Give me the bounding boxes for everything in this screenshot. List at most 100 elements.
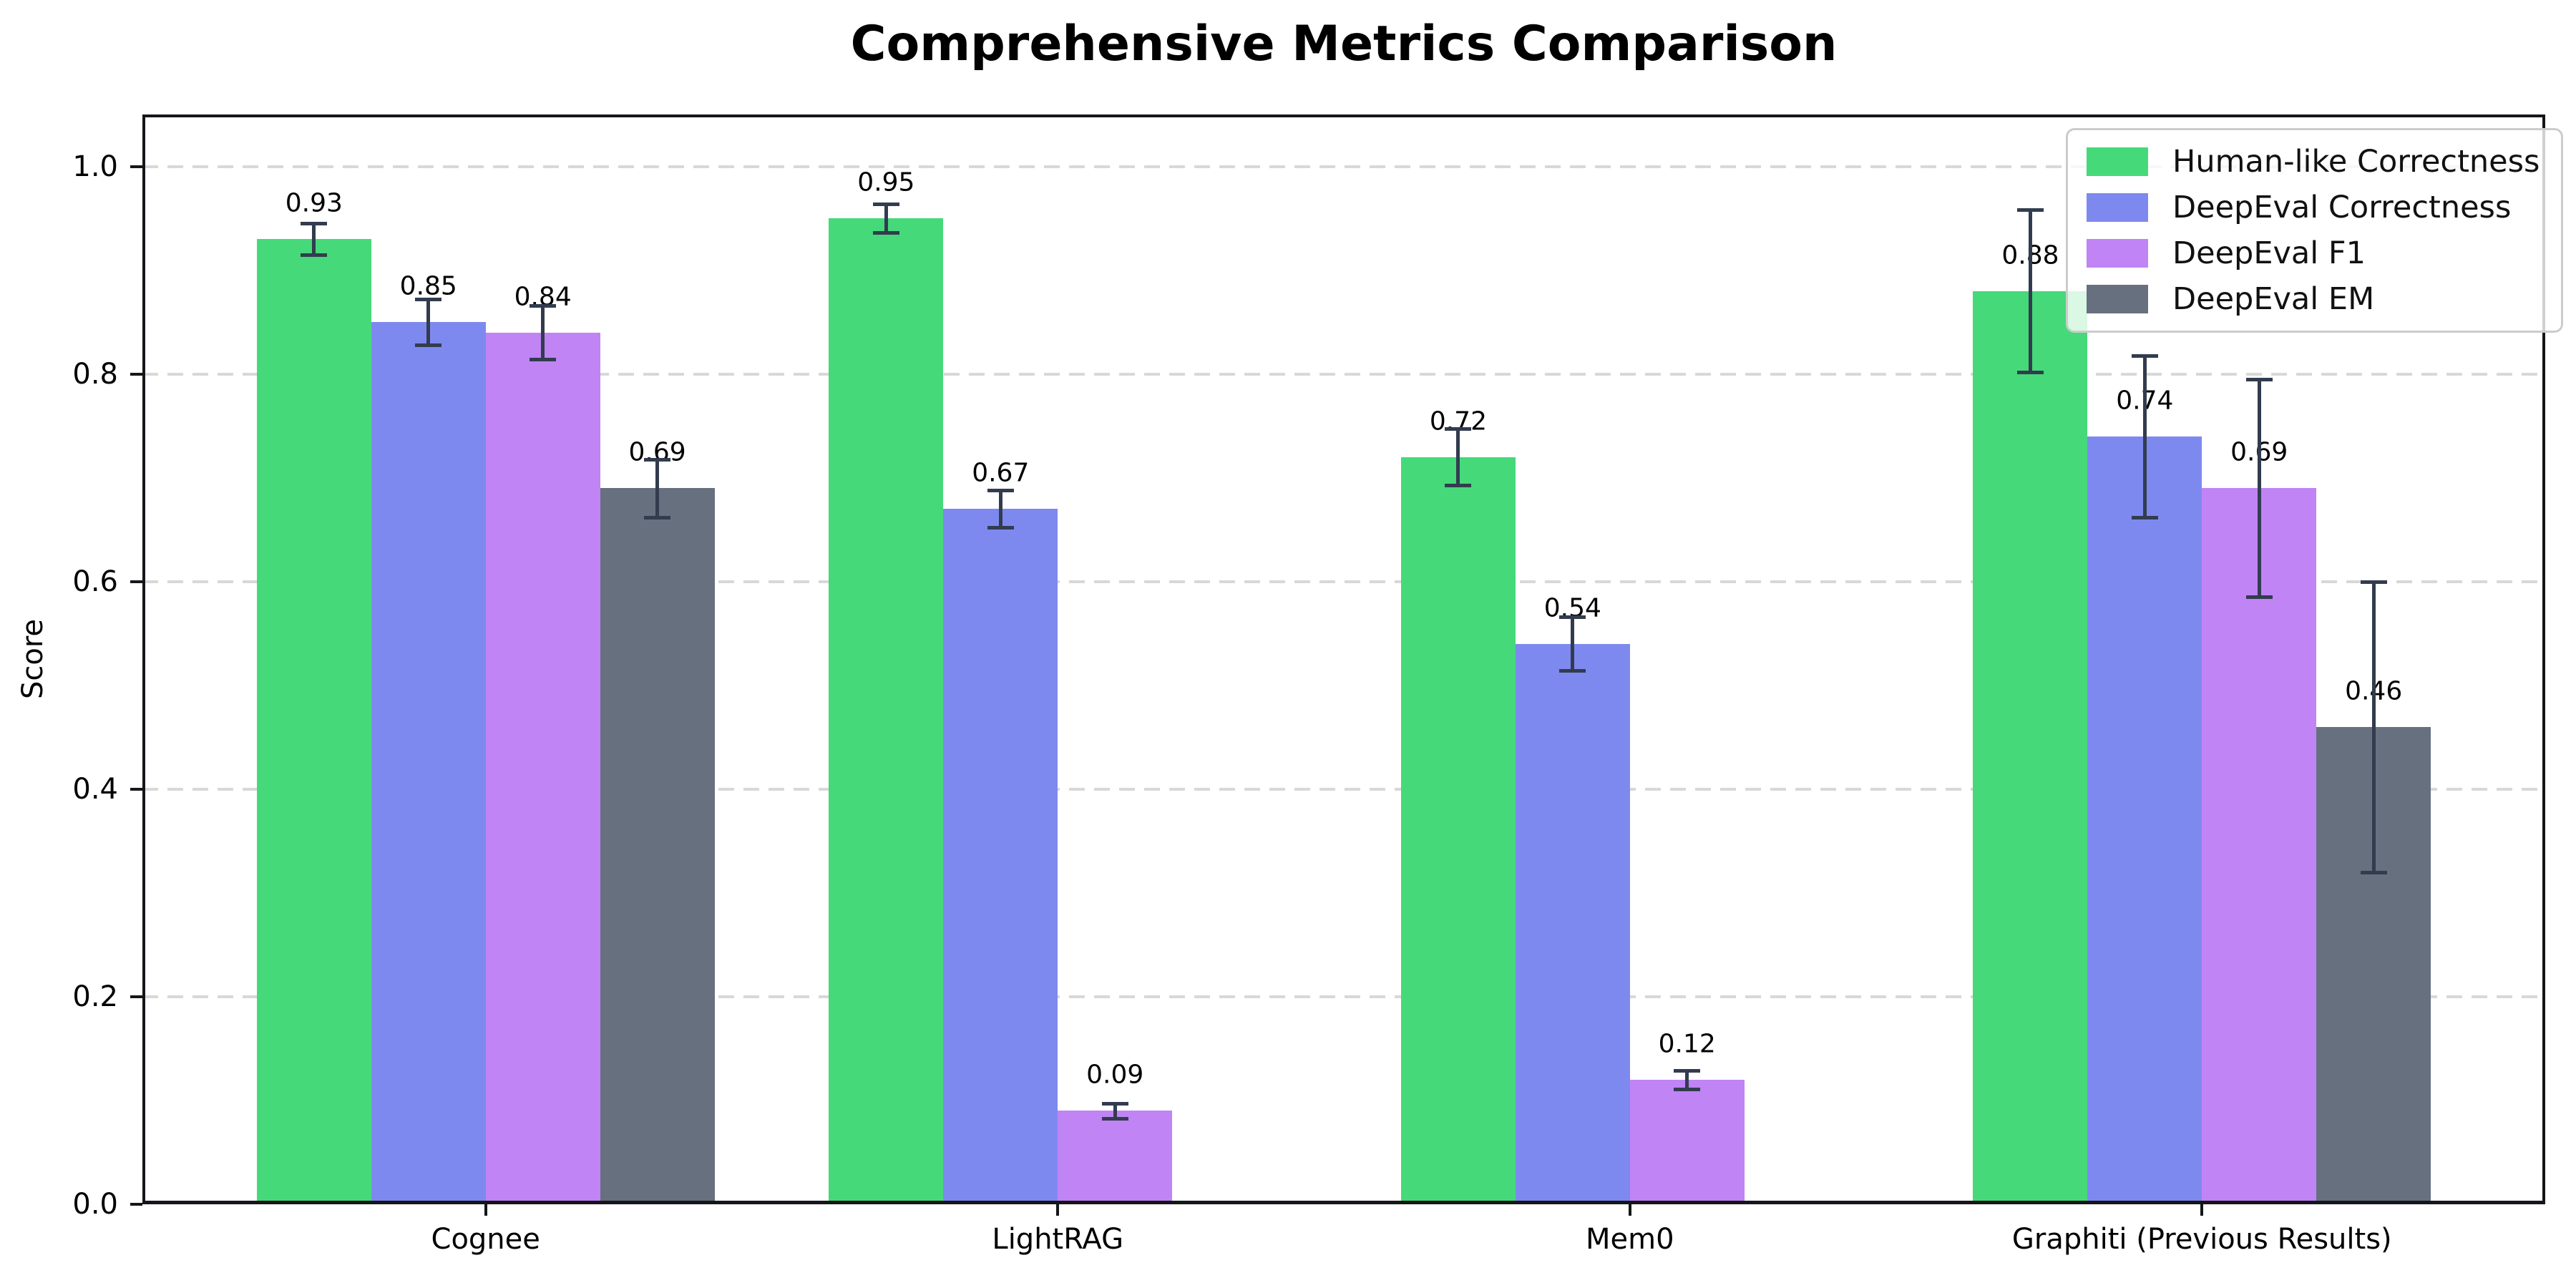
y-tick-label-0.6: 0.6 xyxy=(72,565,118,598)
axis-spine-right xyxy=(2542,114,2545,1204)
error-cap-top-lightrag-deepeval-f1 xyxy=(1101,1102,1128,1106)
error-bar-lightrag-human-like-correctness xyxy=(884,203,888,233)
x-tick-lightrag xyxy=(1056,1204,1060,1216)
error-bar-graphiti-previous-results-deepeval-correctness xyxy=(2142,355,2147,517)
error-cap-bottom-mem0-deepeval-f1 xyxy=(1674,1087,1701,1091)
legend-swatch-human-like-correctness xyxy=(2087,147,2148,176)
error-cap-bottom-graphiti-previous-results-human-like-correctness xyxy=(2016,370,2044,374)
bar-cognee-deepeval-correctness xyxy=(371,322,486,1204)
error-cap-bottom-mem0-human-like-correctness xyxy=(1445,483,1472,487)
x-tick-graphiti-previous-results xyxy=(2200,1204,2204,1216)
bar-value-label-cognee-human-like-correctness: 0.93 xyxy=(285,188,343,218)
bar-value-label-lightrag-deepeval-f1: 0.09 xyxy=(1086,1060,1144,1090)
legend-label-deepeval-correctness: DeepEval Correctness xyxy=(2172,190,2512,225)
plot-area: 0.930.950.720.880.850.670.540.740.840.09… xyxy=(142,114,2545,1204)
legend-label-human-like-correctness: Human-like Correctness xyxy=(2172,144,2540,180)
y-tick-0.0 xyxy=(130,1203,142,1206)
x-tick-cognee xyxy=(484,1204,487,1216)
legend-swatch-deepeval-f1 xyxy=(2087,239,2148,268)
error-cap-top-lightrag-deepeval-correctness xyxy=(987,489,1014,493)
error-cap-bottom-lightrag-deepeval-f1 xyxy=(1101,1116,1128,1121)
error-bar-lightrag-deepeval-f1 xyxy=(1113,1103,1117,1118)
chart-title: Comprehensive Metrics Comparison xyxy=(850,16,1838,72)
bar-cognee-deepeval-em xyxy=(600,488,715,1204)
error-cap-bottom-lightrag-deepeval-correctness xyxy=(987,526,1014,530)
error-cap-bottom-cognee-deepeval-f1 xyxy=(530,358,557,362)
error-cap-top-cognee-human-like-correctness xyxy=(301,222,328,226)
bar-value-label-cognee-deepeval-correctness: 0.85 xyxy=(399,271,457,301)
legend-swatch-deepeval-correctness xyxy=(2087,193,2148,222)
error-cap-top-cognee-deepeval-f1 xyxy=(530,303,557,308)
error-bar-graphiti-previous-results-human-like-correctness xyxy=(2028,210,2032,372)
error-bar-graphiti-previous-results-deepeval-em xyxy=(2371,581,2376,872)
x-tick-label-mem0: Mem0 xyxy=(1585,1223,1674,1256)
axis-spine-bottom xyxy=(142,1201,2545,1204)
bar-mem0-deepeval-correctness xyxy=(1515,643,1630,1204)
legend-item-deepeval-f1: DeepEval F1 xyxy=(2087,233,2540,273)
error-bar-cognee-human-like-correctness xyxy=(312,223,316,255)
error-cap-top-cognee-deepeval-em xyxy=(644,457,671,462)
gridline-0.4 xyxy=(142,787,2545,791)
y-tick-label-0.2: 0.2 xyxy=(72,980,118,1013)
error-cap-bottom-mem0-deepeval-correctness xyxy=(1559,669,1586,673)
bar-value-label-lightrag-deepeval-correctness: 0.67 xyxy=(972,458,1030,488)
bar-lightrag-deepeval-f1 xyxy=(1058,1111,1173,1204)
y-tick-label-0.4: 0.4 xyxy=(72,772,118,806)
y-tick-label-0.8: 0.8 xyxy=(72,357,118,391)
error-bar-cognee-deepeval-f1 xyxy=(541,305,545,360)
y-tick-0.8 xyxy=(130,372,142,376)
error-cap-top-graphiti-previous-results-deepeval-f1 xyxy=(2245,377,2273,381)
legend-swatch-deepeval-em xyxy=(2087,285,2148,313)
error-cap-top-mem0-deepeval-correctness xyxy=(1559,615,1586,620)
error-bar-lightrag-deepeval-correctness xyxy=(998,490,1002,528)
gridline-0.8 xyxy=(142,372,2545,376)
axis-spine-left xyxy=(142,114,145,1204)
gridline-0.2 xyxy=(142,995,2545,998)
bar-mem0-human-like-correctness xyxy=(1400,457,1516,1204)
y-tick-0.6 xyxy=(130,580,142,583)
legend-label-deepeval-em: DeepEval EM xyxy=(2172,281,2375,317)
error-cap-bottom-cognee-human-like-correctness xyxy=(301,253,328,257)
y-tick-label-1.0: 1.0 xyxy=(72,150,118,183)
error-cap-top-graphiti-previous-results-human-like-correctness xyxy=(2016,208,2044,213)
x-tick-mem0 xyxy=(1628,1204,1631,1216)
bar-value-label-lightrag-human-like-correctness: 0.95 xyxy=(857,167,915,197)
error-cap-top-mem0-deepeval-f1 xyxy=(1674,1068,1701,1073)
y-tick-0.4 xyxy=(130,787,142,791)
error-bar-mem0-human-like-correctness xyxy=(1456,429,1460,485)
error-cap-bottom-graphiti-previous-results-deepeval-f1 xyxy=(2245,595,2273,600)
bar-graphiti-previous-results-deepeval-correctness xyxy=(2087,436,2202,1204)
error-cap-bottom-lightrag-human-like-correctness xyxy=(872,231,899,235)
error-cap-top-lightrag-human-like-correctness xyxy=(872,202,899,206)
legend: Human-like Correctness DeepEval Correctne… xyxy=(2066,128,2564,333)
legend-item-deepeval-em: DeepEval EM xyxy=(2087,279,2540,319)
x-tick-label-cognee: Cognee xyxy=(431,1223,540,1256)
bar-cognee-deepeval-f1 xyxy=(485,332,600,1204)
bar-graphiti-previous-results-deepeval-f1 xyxy=(2202,488,2317,1204)
error-bar-cognee-deepeval-correctness xyxy=(426,299,431,345)
x-tick-label-graphiti-previous-results: Graphiti (Previous Results) xyxy=(2011,1223,2392,1256)
error-cap-bottom-graphiti-previous-results-deepeval-correctness xyxy=(2131,515,2158,519)
error-cap-bottom-graphiti-previous-results-deepeval-em xyxy=(2360,870,2387,874)
error-cap-top-graphiti-previous-results-deepeval-em xyxy=(2360,580,2387,584)
error-bar-mem0-deepeval-f1 xyxy=(1685,1070,1689,1089)
error-cap-top-mem0-human-like-correctness xyxy=(1445,427,1472,431)
y-tick-0.2 xyxy=(130,995,142,998)
gridline-0.6 xyxy=(142,580,2545,583)
gridline-1.0 xyxy=(142,165,2545,168)
bar-lightrag-deepeval-correctness xyxy=(943,509,1058,1204)
axis-spine-top xyxy=(142,114,2545,117)
y-axis-label: Score xyxy=(16,618,49,700)
error-cap-top-cognee-deepeval-correctness xyxy=(415,298,442,302)
bar-cognee-human-like-correctness xyxy=(256,239,371,1204)
legend-label-deepeval-f1: DeepEval F1 xyxy=(2172,235,2366,271)
bar-mem0-deepeval-f1 xyxy=(1629,1079,1745,1204)
x-tick-label-lightrag: LightRAG xyxy=(992,1223,1124,1256)
legend-item-deepeval-correctness: DeepEval Correctness xyxy=(2087,187,2540,228)
bar-lightrag-human-like-correctness xyxy=(829,218,944,1204)
bar-graphiti-previous-results-human-like-correctness xyxy=(1973,291,2088,1204)
error-bar-mem0-deepeval-correctness xyxy=(1571,617,1575,671)
error-cap-top-graphiti-previous-results-deepeval-correctness xyxy=(2131,353,2158,358)
legend-item-human-like-correctness: Human-like Correctness xyxy=(2087,142,2540,182)
